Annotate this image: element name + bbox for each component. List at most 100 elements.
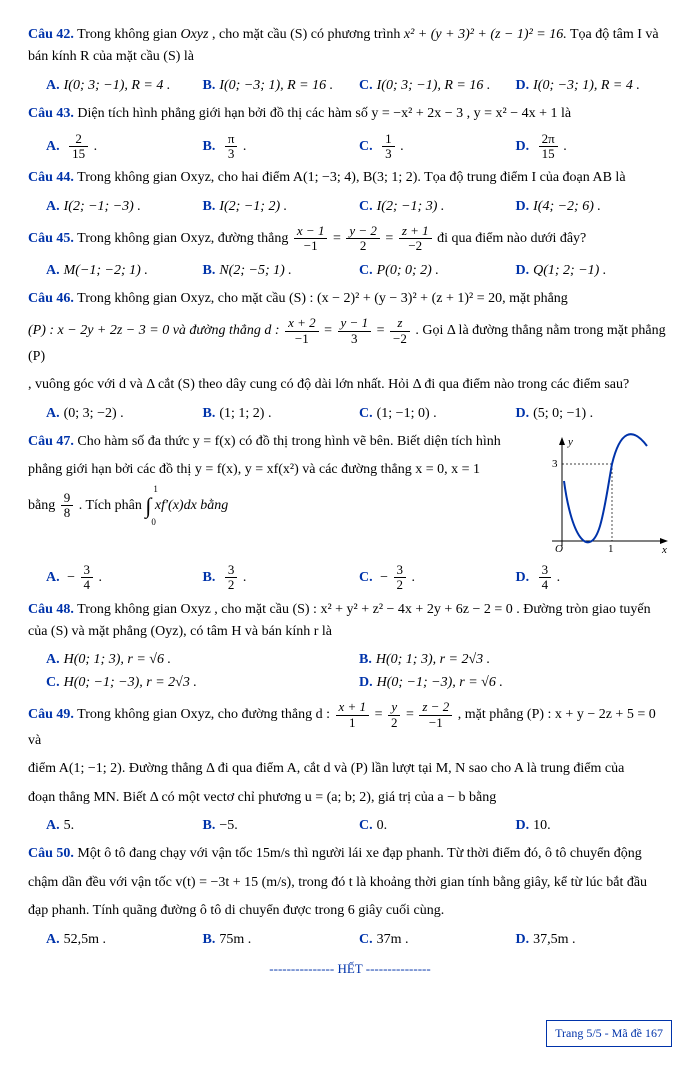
q42-eq: x² + (y + 3)² + (z − 1)² = 16.	[404, 27, 567, 42]
lbl-A: A.	[46, 139, 60, 154]
q50-A: A.52,5m .	[46, 929, 203, 951]
q47-Bd: 2	[225, 578, 238, 592]
question-46: Câu 46. Trong không gian Oxyz, cho mặt c…	[28, 288, 672, 310]
q45-f2n: y − 2	[346, 224, 380, 239]
q45-A-text: M(−1; −2; 1) .	[64, 263, 148, 278]
lbl-C: C.	[359, 570, 373, 585]
q47-frn: 9	[61, 491, 74, 506]
q49-B-text: −5.	[219, 818, 237, 833]
q46-g1d: −1	[285, 332, 319, 346]
q45-opts: A.M(−1; −2; 1) . B.N(2; −5; 1) . C.P(0; …	[46, 260, 672, 282]
q43-D: D. 2π15 .	[516, 132, 673, 162]
lbl-D: D.	[516, 818, 530, 833]
q47-Dd: 4	[539, 578, 552, 592]
q43-text: Diện tích hình phẳng giới hạn bởi đồ thị…	[77, 106, 571, 121]
q47-l3a: bằng	[28, 498, 59, 513]
q48-A: A. H(0; 1; 3), r = √6 .	[46, 649, 359, 671]
q46-A-text: (0; 3; −2) .	[64, 406, 124, 421]
int-top: 1	[153, 482, 158, 496]
graph-icon: y x 3 O 1	[542, 431, 672, 561]
lbl-A: A.	[46, 78, 60, 93]
q46-D: D.(5; 0; −1) .	[516, 403, 673, 425]
q43-opts: A. 215 . B. π3 . C. 13 . D. 2π15 .	[46, 132, 672, 162]
lbl-B: B.	[359, 652, 372, 667]
q48-C-text: H(0; −1; −3), r = 2√3 .	[64, 675, 197, 690]
q49-C-text: 0.	[377, 818, 388, 833]
q47-opts: A. − 34 . B. 32 . C. − 32 . D. 34 .	[46, 563, 672, 593]
lbl-C: C.	[359, 139, 373, 154]
frac-icon: 215	[69, 132, 88, 162]
q44-A: A.I(2; −1; −3) .	[46, 196, 203, 218]
q43-Cn: 1	[382, 132, 395, 147]
lbl-D: D.	[516, 406, 530, 421]
axis-x-label: x	[661, 544, 667, 556]
q46-l1: Trong không gian Oxyz, cho mặt cầu (S) :…	[77, 291, 568, 306]
q42-A: A.I(0; 3; −1), R = 4 .	[46, 75, 203, 97]
q42-B-text: I(0; −3; 1), R = 16 .	[219, 78, 333, 93]
q49-D: D.10.	[516, 815, 673, 837]
q47-Ad: 4	[81, 578, 94, 592]
q45-f3n: z + 1	[399, 224, 432, 239]
q47-A: A. − 34 .	[46, 563, 203, 593]
q44-C-text: I(2; −1; 3) .	[377, 199, 445, 214]
frac-icon: x + 2−1	[285, 316, 319, 346]
q48-opts: A. H(0; 1; 3), r = √6 . B. H(0; 1; 3), r =…	[46, 649, 672, 694]
page-number-box: Trang 5/5 - Mã đề 167	[546, 1020, 672, 1047]
frac-icon: y − 22	[346, 224, 380, 254]
frac-icon: x − 1−1	[294, 224, 328, 254]
q46-g2d: 3	[338, 332, 372, 346]
q43-An: 2	[69, 132, 88, 147]
lbl-B: B.	[203, 263, 216, 278]
lbl-C: C.	[359, 263, 373, 278]
q48-num: Câu 48.	[28, 602, 74, 617]
q47-C: C. − 32 .	[359, 563, 516, 593]
frac-icon: z−2	[390, 316, 410, 346]
lbl-A: A.	[46, 263, 60, 278]
frac-icon: 32	[225, 563, 238, 593]
q50-opts: A.52,5m . B.75m . C.37m . D.37,5m .	[46, 929, 672, 951]
q49-l3-text: đoạn thẳng MN. Biết Δ có một vectơ chỉ p…	[28, 790, 496, 805]
q47-graph: y x 3 O 1	[542, 431, 672, 561]
q45-pre: Trong không gian Oxyz, đường thẳng	[77, 231, 292, 246]
q43-Cd: 3	[382, 147, 395, 161]
lbl-C: C.	[359, 406, 373, 421]
lbl-D: D.	[516, 263, 530, 278]
lbl-A: A.	[46, 652, 60, 667]
question-48: Câu 48. Trong không gian Oxyz , cho mặt …	[28, 599, 672, 644]
lbl-B: B.	[203, 199, 216, 214]
q43-Bd: 3	[225, 147, 238, 161]
q46-g2n: y − 1	[338, 316, 372, 331]
q46-B: B.(1; 1; 2) .	[203, 403, 360, 425]
q49-C: C.0.	[359, 815, 516, 837]
q49-h1n: x + 1	[336, 700, 370, 715]
axis-y-label: y	[567, 436, 573, 448]
q50-D: D.37,5m .	[516, 929, 673, 951]
question-43: Câu 43. Diện tích hình phẳng giới hạn bở…	[28, 103, 672, 125]
q50-D-text: 37,5m .	[533, 932, 575, 947]
q50-l3: đạp phanh. Tính quãng đường ô tô di chuy…	[28, 900, 672, 922]
q45-f3d: −2	[399, 239, 432, 253]
q47-Bn: 3	[225, 563, 238, 578]
q49-A-text: 5.	[64, 818, 75, 833]
lbl-C: C.	[359, 932, 373, 947]
integral-icon: ∫10	[145, 488, 151, 523]
q47-Cd: 2	[394, 578, 407, 592]
page-footer: Trang 5/5 - Mã đề 167	[28, 1020, 672, 1047]
lbl-D: D.	[359, 675, 373, 690]
q42-t1: Trong không gian	[77, 27, 180, 42]
q49-A: A.5.	[46, 815, 203, 837]
q48-A-text: H(0; 1; 3), r = √6 .	[64, 652, 171, 667]
q49-l1a: Trong không gian Oxyz, cho đường thẳng d…	[77, 707, 333, 722]
q43-Dd: 15	[539, 147, 558, 161]
q46-g3n: z	[390, 316, 410, 331]
frac-icon: 13	[382, 132, 395, 162]
question-42: Câu 42. Trong không gian Oxyz , cho mặt …	[28, 24, 672, 69]
q44-opts: A.I(2; −1; −3) . B.I(2; −1; 2) . C.I(2; …	[46, 196, 672, 218]
q50-l1: Một ô tô đang chạy với vận tốc 15m/s thì…	[77, 846, 641, 861]
tick-O: O	[555, 543, 563, 555]
q49-num: Câu 49.	[28, 707, 74, 722]
q49-h2d: 2	[388, 716, 401, 730]
q42-D: D.I(0; −3; 1), R = 4 .	[516, 75, 673, 97]
q44-C: C.I(2; −1; 3) .	[359, 196, 516, 218]
q43-Ad: 15	[69, 147, 88, 161]
